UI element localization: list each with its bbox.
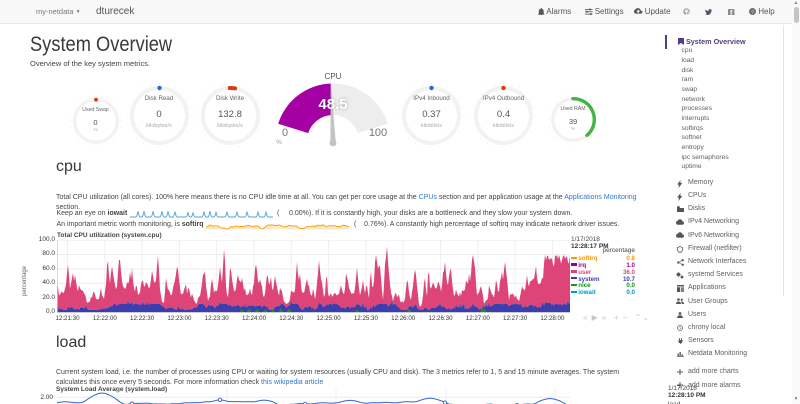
svg-text:?: ? xyxy=(751,9,754,15)
